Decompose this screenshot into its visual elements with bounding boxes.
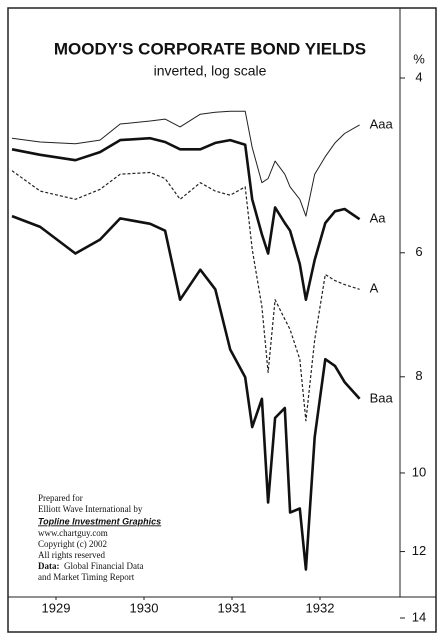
series-line	[11, 110, 360, 217]
note: Elliott Wave International by	[38, 504, 143, 514]
x-tick-label: 1931	[218, 600, 247, 615]
note: www.chartguy.com	[38, 528, 108, 538]
series-line	[11, 214, 361, 571]
series-label: Aaa	[370, 116, 394, 131]
y-tick-label: 8	[415, 368, 422, 383]
frame	[7, 7, 437, 633]
y-tick-label: 4	[415, 69, 422, 84]
note: All rights reserved	[38, 550, 105, 560]
y-tick-label: 10	[412, 464, 426, 479]
y-tick-label: 6	[415, 244, 422, 259]
note: Copyright (c) 2002	[38, 539, 107, 549]
series-line	[11, 170, 360, 422]
series-label: A	[370, 281, 379, 296]
y-unit-label: %	[413, 51, 425, 66]
data-label: Data:	[38, 561, 60, 571]
series-label: Aa	[370, 211, 387, 226]
x-tick-label: 1932	[306, 600, 335, 615]
y-tick-label: 12	[412, 543, 426, 558]
x-tick-label: 1930	[130, 600, 159, 615]
note-brand: Topline Investment Graphics	[38, 516, 161, 526]
chart-subtitle: inverted, log scale	[154, 63, 267, 79]
chart-title: MOODY'S CORPORATE BOND YIELDS	[54, 39, 366, 58]
data-source: Global Financial Data	[64, 561, 143, 571]
y-tick-label: 14	[412, 609, 426, 624]
note: Prepared for	[38, 493, 83, 503]
series-label: Baa	[370, 390, 394, 405]
data-source: and Market Timing Report	[38, 572, 135, 582]
notes: Prepared for Elliott Wave International …	[38, 493, 161, 582]
x-tick-label: 1929	[42, 600, 71, 615]
series-line	[11, 136, 361, 301]
